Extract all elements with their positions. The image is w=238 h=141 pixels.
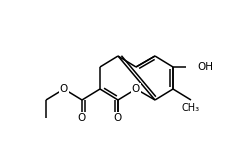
Text: O: O xyxy=(78,113,86,123)
Text: CH₃: CH₃ xyxy=(182,103,200,113)
Text: O: O xyxy=(132,84,140,94)
Text: OH: OH xyxy=(197,62,213,72)
Text: O: O xyxy=(60,84,68,94)
Text: O: O xyxy=(114,113,122,123)
